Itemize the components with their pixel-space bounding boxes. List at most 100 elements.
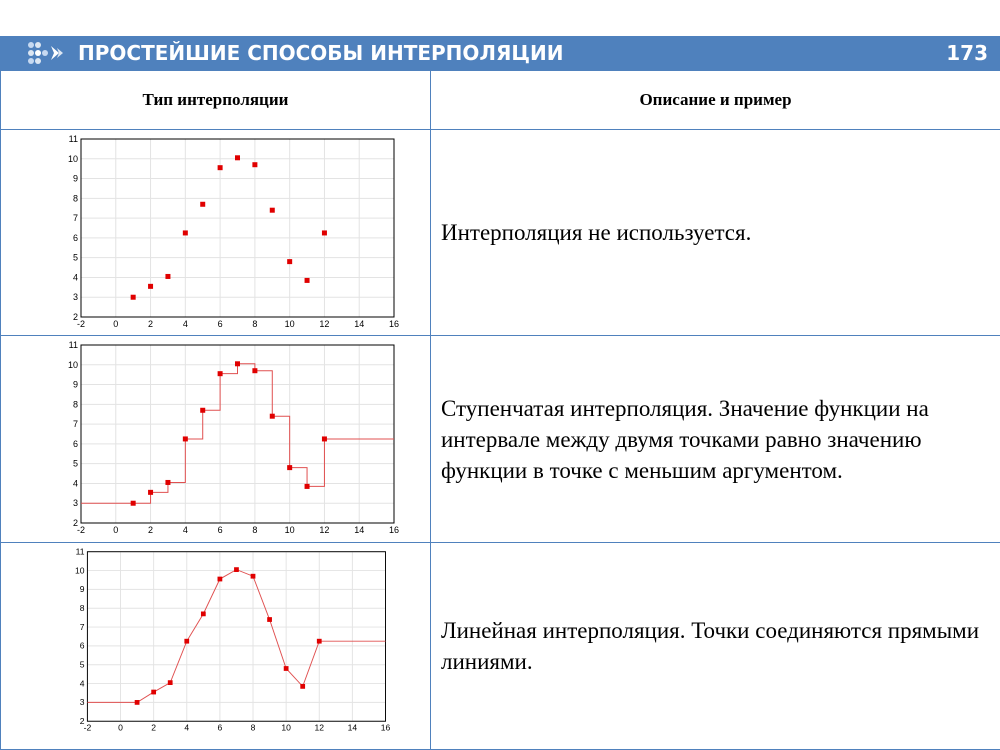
x-tick-label: 10 — [281, 723, 291, 733]
y-tick-label: 9 — [73, 380, 78, 390]
data-point — [184, 638, 190, 644]
x-tick-label: 2 — [148, 525, 153, 535]
x-tick-label: 0 — [113, 319, 118, 329]
x-tick-label: 2 — [151, 723, 156, 733]
x-tick-label: 12 — [319, 319, 329, 329]
data-point — [130, 501, 136, 507]
x-tick-label: 0 — [118, 723, 123, 733]
data-point — [283, 666, 289, 671]
y-tick-label: 11 — [69, 340, 78, 350]
y-tick-label: 8 — [80, 603, 85, 613]
y-tick-label: 10 — [68, 360, 78, 370]
x-tick-label: 8 — [251, 723, 256, 733]
column-header-description: Описание и пример — [430, 70, 1000, 130]
x-tick-label: 10 — [285, 525, 295, 535]
y-tick-label: 2 — [73, 518, 78, 528]
y-tick-label: 9 — [73, 173, 78, 183]
data-point — [151, 689, 157, 695]
y-tick-label: 3 — [80, 697, 85, 707]
plot-frame — [86, 551, 386, 722]
x-tick-label: -2 — [84, 723, 92, 733]
data-point — [250, 573, 256, 579]
y-tick-label: 5 — [73, 459, 78, 469]
table-row: -2 0 2 4 6 8 10 12 14 16 2 3 4 5 6 7 8 9 10 11 Ступенчатая … — [0, 335, 1000, 544]
data-point — [287, 258, 293, 264]
y-tick-label: 11 — [69, 134, 78, 144]
y-tick-label: 2 — [80, 716, 85, 726]
description-cell: Линейная интерполяция. Точки соединяются… — [430, 542, 1000, 750]
data-point — [304, 484, 310, 490]
x-tick-label: 2 — [148, 319, 153, 329]
data-point — [200, 201, 206, 207]
plot-frame — [80, 344, 395, 524]
chart-linear-interpolation: -2 0 2 4 6 8 10 12 14 16 2 3 4 5 6 7 8 9 10 11 — [75, 547, 391, 733]
series-line — [87, 569, 386, 703]
data-point — [200, 408, 206, 414]
x-tick-label: 16 — [389, 319, 399, 329]
x-tick-label: 6 — [218, 525, 223, 535]
data-point — [287, 465, 293, 471]
y-tick-label: 4 — [80, 679, 85, 689]
data-point — [167, 680, 173, 686]
x-tick-label: 8 — [252, 525, 257, 535]
chart-cell: -2 0 2 4 6 8 10 12 14 16 2 3 4 5 6 7 8 9 10 11 — [0, 335, 431, 544]
data-point — [267, 617, 272, 622]
y-tick-label: 8 — [73, 193, 78, 203]
data-point — [321, 229, 327, 235]
data-point — [252, 161, 258, 167]
y-tick-label: 6 — [73, 439, 78, 449]
series-line — [81, 363, 394, 505]
data-point — [182, 229, 188, 235]
y-tick-label: 3 — [73, 292, 78, 302]
x-tick-label: 6 — [218, 319, 223, 329]
interpolation-table: Тип интерполяции Описание и пример -2 0 2 4… — [0, 70, 1000, 750]
y-tick-label: 11 — [76, 547, 85, 557]
x-tick-label: 14 — [348, 723, 358, 733]
plot-frame — [80, 138, 395, 318]
x-tick-label: 16 — [389, 525, 399, 535]
data-point — [269, 207, 275, 213]
data-point — [130, 294, 136, 300]
x-tick-label: 6 — [218, 723, 223, 733]
y-tick-label: 5 — [73, 252, 78, 262]
column-header-type: Тип интерполяции — [0, 70, 431, 130]
y-tick-label: 4 — [73, 479, 78, 489]
description-cell: Интерполяция не используется. — [430, 128, 1000, 337]
y-tick-label: 9 — [80, 584, 85, 594]
dots-arrow-icon — [28, 42, 63, 64]
slide-header: ПРОСТЕЙШИЕ СПОСОБЫ ИНТЕРПОЛЯЦИИ 173 — [0, 36, 1000, 70]
y-tick-label: 6 — [80, 641, 85, 651]
data-point — [234, 567, 239, 573]
x-tick-label: -2 — [77, 525, 85, 535]
y-tick-label: 5 — [80, 660, 85, 670]
chart-cell: -2 0 2 4 6 8 10 12 14 16 2 3 4 5 6 7 8 9 10 11 — [0, 542, 431, 750]
data-point — [300, 684, 306, 689]
data-point — [217, 164, 223, 170]
y-tick-label: 7 — [73, 419, 78, 429]
data-point — [252, 368, 258, 374]
data-point — [134, 700, 140, 705]
x-tick-label: 16 — [381, 723, 391, 733]
x-tick-label: 10 — [285, 319, 295, 329]
x-tick-label: 12 — [319, 525, 329, 535]
chart-no-interpolation: -2 0 2 4 6 8 10 12 14 16 2 3 4 5 6 7 8 9 10 11 — [68, 134, 399, 329]
x-tick-label: 12 — [314, 723, 324, 733]
description-cell: Ступенчатая интерполяция. Значение функц… — [430, 335, 1000, 544]
data-point — [148, 490, 154, 496]
y-tick-label: 4 — [73, 272, 78, 282]
x-tick-label: 4 — [184, 723, 189, 733]
data-point — [217, 576, 223, 582]
data-point — [321, 436, 327, 442]
y-tick-label: 3 — [73, 499, 78, 509]
y-tick-label: 7 — [73, 213, 78, 223]
y-tick-label: 10 — [75, 566, 85, 576]
chart-step-interpolation: -2 0 2 4 6 8 10 12 14 16 2 3 4 5 6 7 8 9 10 11 — [68, 340, 399, 535]
y-tick-label: 7 — [80, 622, 85, 632]
x-tick-label: 14 — [354, 525, 364, 535]
x-tick-label: 14 — [354, 319, 364, 329]
x-tick-label: 8 — [252, 319, 257, 329]
data-point — [217, 371, 223, 377]
y-tick-label: 6 — [73, 232, 78, 242]
data-point — [165, 480, 171, 486]
y-tick-label: 10 — [68, 153, 78, 163]
